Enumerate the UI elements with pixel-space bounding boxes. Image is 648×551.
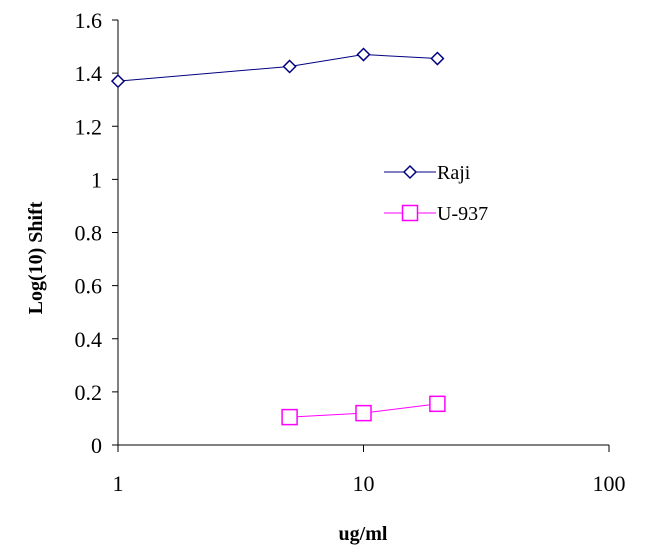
data-point-u-937 [355,404,372,422]
y-axis-ticks: 0 0.2 0.4 0.6 0.8 1 1.2 1.4 1.6 [75,8,118,458]
series-line-raji [117,54,438,82]
x-axis-title: ug/ml [339,523,388,545]
x-tick-label: 1 [113,471,124,496]
y-tick-label: 0.4 [75,327,103,352]
legend-marker-u-937 [401,204,419,222]
data-point-raji [282,59,297,74]
data-point-raji [110,74,126,89]
legend-label-raji: Raji [437,162,471,184]
y-tick-label: 1 [91,167,102,192]
y-tick-label: 0.2 [75,380,103,405]
y-tick-label: 0.8 [75,221,103,246]
y-tick-label: 1.6 [75,8,103,33]
data-point-raji [430,51,445,66]
y-tick-label: 0.6 [75,274,103,299]
legend-marker-raji [402,164,418,180]
axes [117,20,609,446]
series-u-937 [281,395,446,426]
data-point-u-937 [429,395,446,413]
legend-item-raji: Raji [384,162,471,184]
series-raji [110,47,445,89]
x-axis-ticks: 1 10 100 [113,445,626,496]
legend-label-u-937: U-937 [437,203,488,225]
plot-series [110,47,446,426]
y-tick-label: 0 [91,433,102,458]
legend: Raji U-937 [384,162,488,225]
y-tick-label: 1.4 [75,61,103,86]
data-point-raji [356,47,371,62]
x-tick-label: 100 [593,471,626,496]
data-point-u-937 [281,408,298,426]
y-axis-title: Log(10) Shift [25,201,47,314]
x-tick-label: 10 [353,471,375,496]
legend-item-u-937: U-937 [384,203,488,225]
y-tick-label: 1.2 [75,114,103,139]
